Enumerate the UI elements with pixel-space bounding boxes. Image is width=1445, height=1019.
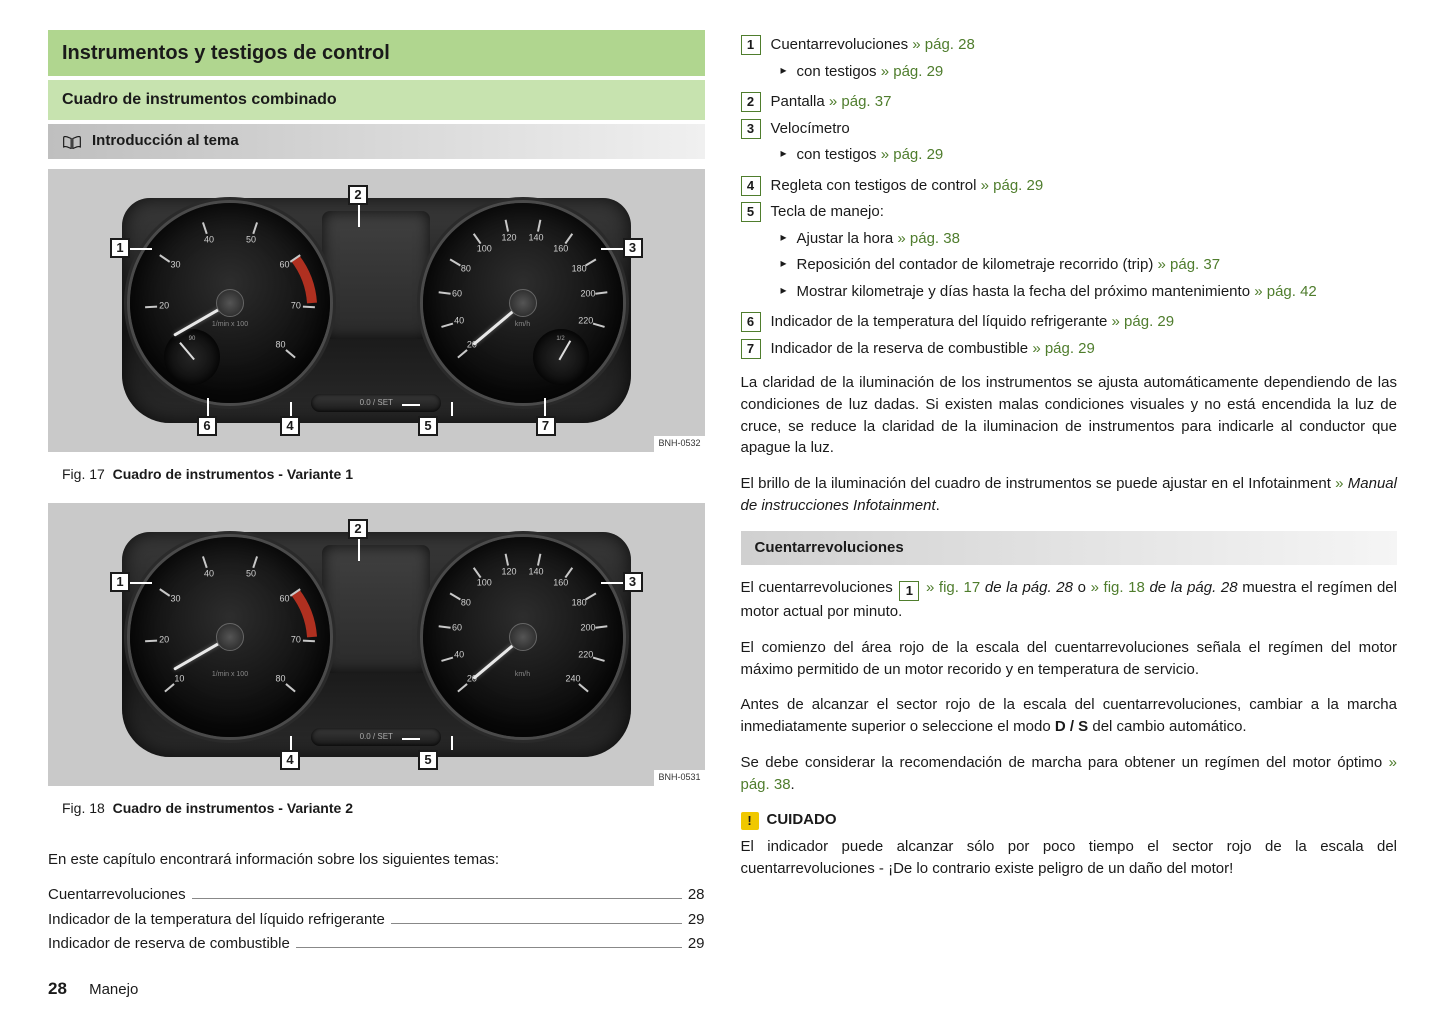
link-fig18[interactable]: » fig. 18 (1091, 579, 1150, 596)
page-section: Manejo (89, 981, 138, 998)
legend-subitem: Mostrar kilometraje y días hasta la fech… (781, 281, 1398, 304)
figure-17-caption: Fig. 17 Cuadro de instrumentos - Variant… (48, 458, 705, 503)
right-column: 1 Cuentarrevoluciones » pág. 28 con testi… (741, 30, 1398, 999)
legend-subitem: Reposición del contador de kilometraje r… (781, 254, 1398, 277)
tach-unit: 1/min x 100 (212, 320, 248, 331)
legend-number: 7 (741, 339, 761, 359)
callout-4: 4 (280, 750, 300, 770)
heading-h4: Cuentarrevoluciones (741, 531, 1398, 566)
cuenta-p1: El cuentarrevoluciones 1 » fig. 17 de la… (741, 577, 1398, 623)
callout-5: 5 (418, 750, 438, 770)
heading-h3-text: Introducción al tema (92, 130, 239, 153)
cuenta-p3: Antes de alcanzar el sector rojo de la e… (741, 694, 1398, 738)
set-button: 0.0 / SET (311, 394, 441, 412)
tach-unit: 1/min x 100 (212, 670, 248, 681)
legend-subitem: con testigos » pág. 29 (781, 144, 1398, 167)
legend-item: 3 Velocímetrocon testigos » pág. 29 (741, 118, 1398, 171)
page-ref-link[interactable]: » pág. 29 (1112, 313, 1175, 330)
page-ref-link[interactable]: » pág. 29 (881, 146, 944, 163)
legend-item: 1 Cuentarrevoluciones » pág. 28con testi… (741, 34, 1398, 87)
legend-number: 1 (741, 35, 761, 55)
toc-row[interactable]: Cuentarrevoluciones28 (48, 884, 705, 907)
centre-display (322, 211, 430, 339)
page-ref-link[interactable]: » pág. 37 (1158, 256, 1221, 273)
chapter-toc: Cuentarrevoluciones28Indicador de la tem… (48, 884, 705, 956)
warning-icon: ! (741, 812, 759, 830)
cuenta-p4: Se debe considerar la recomendación de m… (741, 752, 1398, 796)
figure-18: 1020304050607080 1/min x 100 20406080100… (48, 503, 705, 786)
legend-number: 2 (741, 92, 761, 112)
figure-tag: BNH-0532 (654, 436, 704, 452)
link-fig17[interactable]: » fig. 17 (921, 579, 985, 596)
page-ref-link[interactable]: » pág. 29 (981, 177, 1044, 194)
tachometer: 1020304050607080 90 1/min x 100 (130, 203, 330, 403)
inline-callout-1: 1 (899, 581, 919, 601)
page-number: 28 (48, 979, 67, 998)
callout-4: 4 (280, 416, 300, 436)
figure-18-caption: Fig. 18 Cuadro de instrumentos - Variant… (48, 792, 705, 837)
toc-row[interactable]: Indicador de la temperatura del líquido … (48, 909, 705, 932)
legend-number: 6 (741, 312, 761, 332)
callout-3: 3 (623, 238, 643, 258)
figure-17: 1020304050607080 90 1/min x 100 20406080… (48, 169, 705, 452)
speed-unit: km/h (515, 670, 530, 681)
legend-item: 6 Indicador de la temperatura del líquid… (741, 311, 1398, 334)
warning-text: El indicador puede alcanzar sólo por poc… (741, 836, 1398, 880)
heading-h3: Introducción al tema (48, 124, 705, 159)
speedometer: 20406080100120140160180200220240 1/2 km/… (423, 203, 623, 403)
intro-paragraph: En este capítulo encontrará información … (48, 849, 705, 871)
callout-5: 5 (418, 416, 438, 436)
legend-subitem: con testigos » pág. 29 (781, 61, 1398, 84)
temp-subgauge: 90 (164, 329, 220, 385)
set-button: 0.0 / SET (311, 728, 441, 746)
speedometer: 20406080100120140160180200220240 km/h (423, 537, 623, 737)
heading-h1: Instrumentos y testigos de control (48, 30, 705, 76)
callout-2: 2 (348, 519, 368, 539)
tachometer: 1020304050607080 1/min x 100 (130, 537, 330, 737)
legend-subitem: Ajustar la hora » pág. 38 (781, 228, 1398, 251)
figure-tag: BNH-0531 (654, 770, 704, 786)
page-ref-link[interactable]: » pág. 37 (829, 93, 892, 110)
callout-3: 3 (623, 572, 643, 592)
book-icon (62, 134, 82, 148)
legend-number: 4 (741, 176, 761, 196)
left-column: Instrumentos y testigos de control Cuadr… (48, 30, 705, 999)
link-infotainment[interactable]: » (1335, 475, 1343, 492)
fuel-subgauge: 1/2 (533, 329, 589, 385)
centre-display (322, 545, 430, 673)
cuenta-p2: El comienzo del área rojo de la escala d… (741, 637, 1398, 681)
heading-h2: Cuadro de instrumentos combinado (48, 80, 705, 120)
callout-legend: 1 Cuentarrevoluciones » pág. 28con testi… (741, 34, 1398, 360)
callout-1: 1 (110, 572, 130, 592)
callout-6: 6 (197, 416, 217, 436)
page-ref-link[interactable]: » pág. 28 (912, 36, 975, 53)
legend-number: 3 (741, 119, 761, 139)
legend-item: 2 Pantalla » pág. 37 (741, 91, 1398, 114)
page-ref-link[interactable]: » pág. 29 (1032, 340, 1095, 357)
legend-number: 5 (741, 202, 761, 222)
callout-7: 7 (536, 416, 556, 436)
callout-1: 1 (110, 238, 130, 258)
page-ref-link[interactable]: » pág. 29 (881, 63, 944, 80)
speed-unit: km/h (515, 320, 530, 331)
cluster-v1: 1020304050607080 90 1/min x 100 20406080… (62, 183, 691, 438)
warning-heading: ! CUIDADO (741, 809, 1398, 832)
legend-item: 4 Regleta con testigos de control » pág.… (741, 175, 1398, 198)
body-p2: El brillo de la iluminación del cuadro d… (741, 473, 1398, 517)
page-ref-link[interactable]: » pág. 38 (897, 230, 960, 247)
cluster-v2: 1020304050607080 1/min x 100 20406080100… (62, 517, 691, 772)
legend-item: 7 Indicador de la reserva de combustible… (741, 338, 1398, 361)
body-p1: La claridad de la iluminación de los ins… (741, 372, 1398, 459)
manual-page: Instrumentos y testigos de control Cuadr… (0, 0, 1445, 1019)
toc-row[interactable]: Indicador de reserva de combustible29 (48, 933, 705, 956)
legend-item: 5 Tecla de manejo:Ajustar la hora » pág.… (741, 201, 1398, 307)
page-footer: 28 Manejo (48, 976, 138, 1002)
callout-2: 2 (348, 185, 368, 205)
page-ref-link[interactable]: » pág. 42 (1254, 283, 1317, 300)
